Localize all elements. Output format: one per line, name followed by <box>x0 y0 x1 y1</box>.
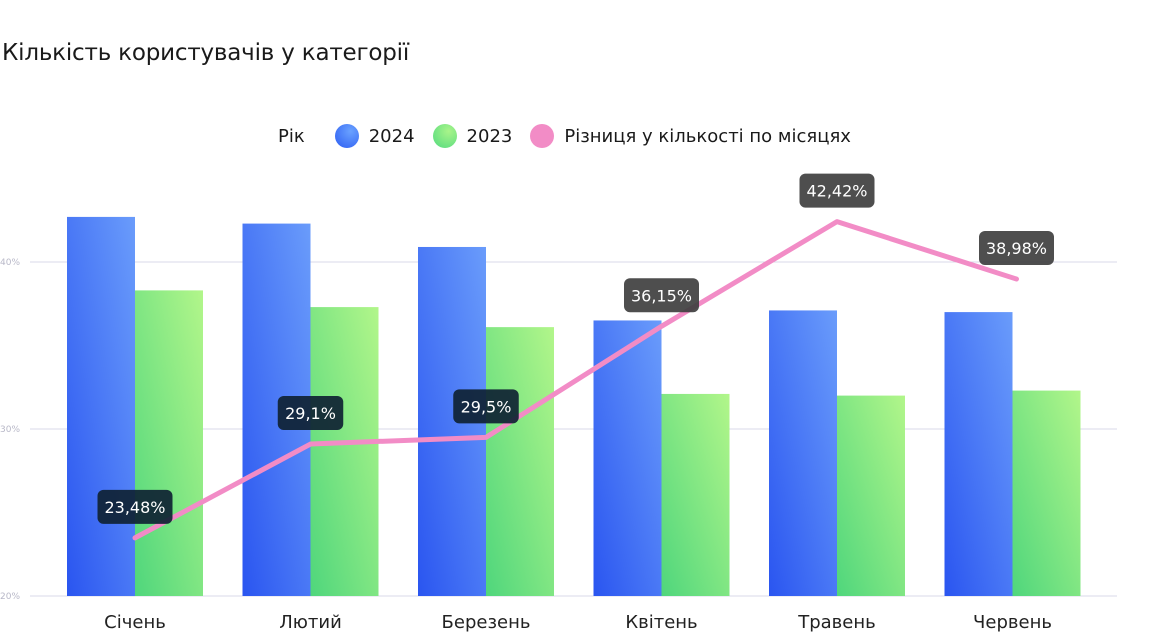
legend-label-difference: Різниця у кількості по місяцях <box>564 125 851 147</box>
bar-2024-6[interactable] <box>944 312 1013 596</box>
data-label: 23,48% <box>97 489 173 524</box>
chart-title: Кількість користувачів у категорії <box>2 40 410 66</box>
data-label-text: 29,1% <box>285 404 336 423</box>
bar-2024-1[interactable] <box>67 216 135 596</box>
data-label-box <box>799 173 875 208</box>
x-tick-label: Травень <box>797 612 876 632</box>
data-label-box <box>624 278 699 313</box>
bar-2023-3[interactable] <box>486 327 554 596</box>
data-label-text: 36,15% <box>631 286 692 305</box>
bar-2023-2[interactable] <box>310 307 379 596</box>
x-tick-label: Січень <box>104 612 166 632</box>
x-tick-label: Березень <box>442 612 531 632</box>
legend-label-2024: 2024 <box>368 125 415 147</box>
data-label: 29,1% <box>277 396 344 431</box>
data-label-box <box>97 489 173 524</box>
legend-item-2023[interactable]: 2023 <box>432 124 513 148</box>
data-label: 38,98% <box>979 231 1054 266</box>
legend-item-2024[interactable]: 2024 <box>334 124 415 148</box>
legend-prefix: Рік <box>278 125 305 147</box>
legend-label-2023: 2023 <box>466 125 513 147</box>
data-label: 29,5% <box>453 389 519 424</box>
data-label-box <box>453 389 519 424</box>
data-label: 42,42% <box>799 173 875 208</box>
bar-2023-1[interactable] <box>135 290 203 596</box>
legend: Рік 2024 2023 Різниця у кількості по міс… <box>278 122 869 150</box>
legend-dot-difference <box>530 124 555 148</box>
difference-line[interactable] <box>132 219 1019 541</box>
bar-2024-4[interactable] <box>593 320 662 596</box>
x-tick-label: Квітень <box>625 612 697 632</box>
data-label-text: 29,5% <box>461 397 512 416</box>
data-label-text: 42,42% <box>806 182 867 201</box>
data-label-text: 38,98% <box>986 239 1047 258</box>
data-label-box <box>277 396 344 431</box>
data-label-text: 23,48% <box>104 498 165 517</box>
legend-item-difference[interactable]: Різниця у кількості по місяцях <box>530 124 851 148</box>
x-tick-label: Лютий <box>279 612 342 632</box>
data-label-box <box>979 231 1054 266</box>
bar-2024-5[interactable] <box>769 310 837 596</box>
y-tick-label: 40% <box>0 258 20 268</box>
data-label: 36,15% <box>624 278 699 313</box>
y-tick-label: 20% <box>0 592 20 602</box>
legend-dot-2024 <box>334 124 359 148</box>
bar-2023-6[interactable] <box>1012 390 1081 596</box>
bar-2023-4[interactable] <box>661 393 730 596</box>
legend-dot-2023 <box>432 124 457 148</box>
bar-2023-5[interactable] <box>837 395 905 596</box>
x-tick-label: Червень <box>973 612 1052 632</box>
y-tick-label: 30% <box>0 425 20 435</box>
